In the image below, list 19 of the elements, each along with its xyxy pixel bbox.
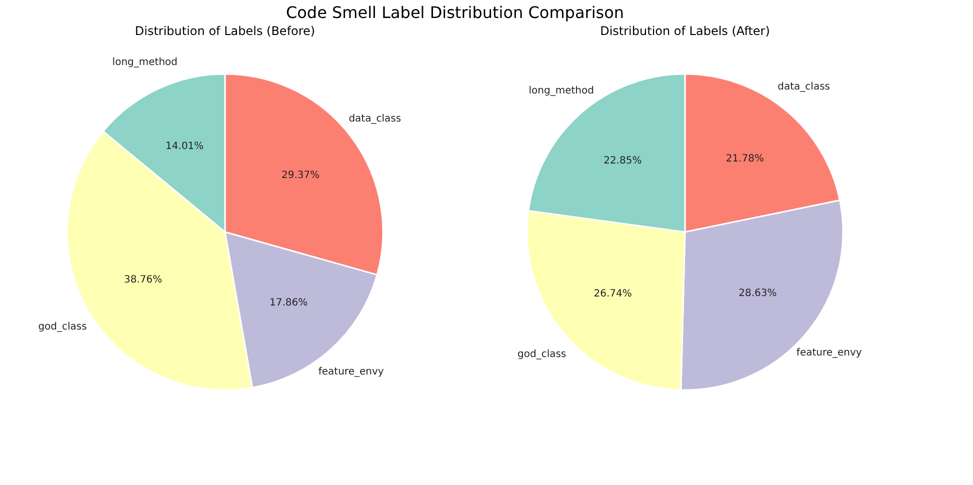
slice-label: data_class [778, 81, 830, 92]
slice-label: god_class [517, 348, 566, 360]
data-label: 28.63% [738, 288, 777, 299]
chart-title: Distribution of Labels (After) [600, 24, 770, 38]
slice-label: long_method [112, 56, 178, 68]
data-label: 14.01% [166, 141, 204, 152]
data-label: 21.78% [726, 154, 764, 165]
data-label: 38.76% [124, 274, 162, 286]
slice-label: feature_envy [796, 348, 862, 359]
data-label: 22.85% [604, 156, 642, 167]
slice-label: god_class [38, 322, 87, 333]
slice-label: data_class [348, 114, 402, 125]
data-label: 26.74% [594, 288, 632, 300]
slice-label: long_method [528, 85, 594, 96]
chart-title: Distribution of Labels (Before) [134, 24, 316, 38]
text: Code Smell Label Distribution Comparison [286, 3, 624, 22]
data-label: 29.37% [282, 170, 320, 181]
data-label: 17.86% [270, 297, 308, 308]
slice-label: feature_envy [318, 366, 384, 378]
